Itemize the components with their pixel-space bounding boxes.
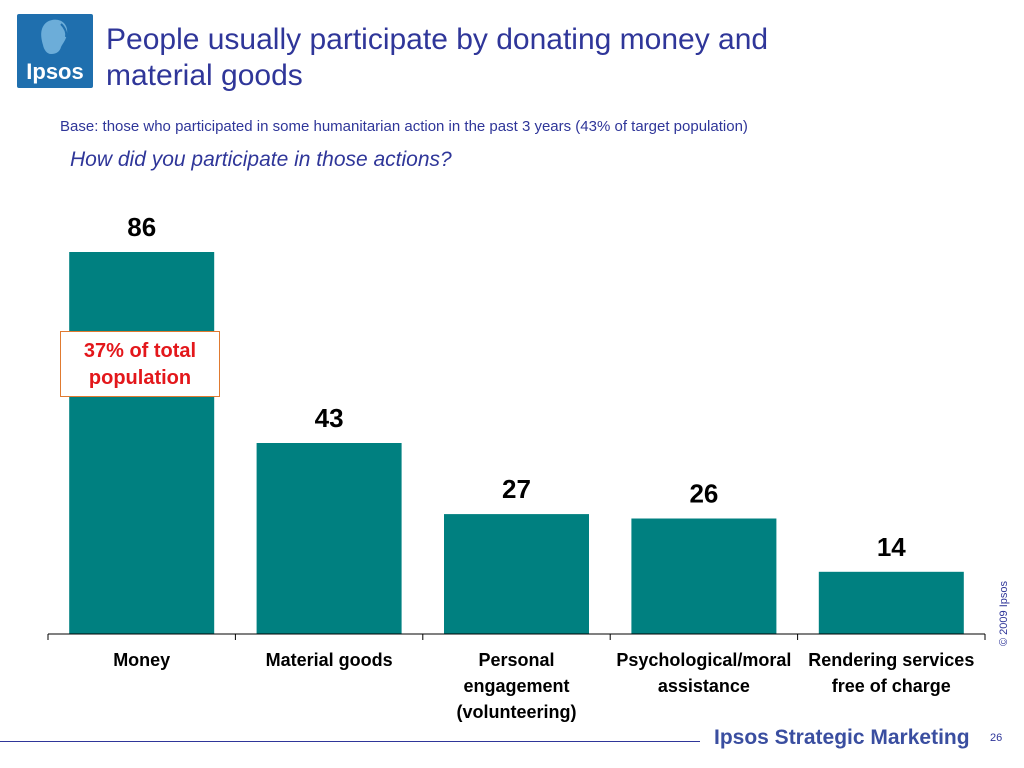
footer-brand: Ipsos Strategic Marketing [714, 726, 970, 749]
callout-line-2: population [88, 367, 192, 389]
bar-4 [818, 571, 964, 634]
callout-box: 37% of total population [60, 331, 220, 397]
base-note: Base: those who participated in some hum… [60, 118, 748, 135]
data-label-3: 26 [689, 479, 718, 509]
category-label-0-0: Money [113, 650, 170, 670]
callout-line-1: 37% of total [83, 340, 197, 362]
footer-divider [0, 741, 700, 742]
bar-1 [256, 443, 402, 634]
category-label-3-1: assistance [658, 676, 750, 696]
page-number: 26 [990, 732, 1003, 744]
copyright-text: © 2009 Ipsos [998, 581, 1010, 646]
bar-2 [444, 514, 589, 634]
category-label-1-0: Material goods [266, 650, 393, 670]
data-label-4: 14 [877, 532, 906, 562]
category-label-4-0: Rendering services [808, 650, 974, 670]
logo-text: Ipsos [26, 59, 84, 84]
category-label-3-0: Psychological/moral [616, 650, 791, 670]
bar-0 [69, 252, 215, 634]
category-label-2-1: engagement [463, 676, 569, 696]
category-label-2-0: Personal [478, 650, 554, 670]
category-label-2-2: (volunteering) [457, 702, 577, 722]
data-label-0: 86 [127, 212, 156, 242]
page-title: People usually participate by donating m… [106, 22, 946, 94]
title-line-2: material goods [106, 59, 303, 92]
data-label-1: 43 [315, 403, 344, 433]
ipsos-logo: Ipsos [17, 14, 93, 88]
category-label-4-1: free of charge [832, 676, 951, 696]
bar-3 [631, 518, 777, 634]
survey-question: How did you participate in those actions… [70, 148, 452, 171]
title-line-1: People usually participate by donating m… [106, 23, 769, 56]
data-label-2: 27 [502, 474, 531, 504]
logo-head-icon [41, 19, 68, 54]
